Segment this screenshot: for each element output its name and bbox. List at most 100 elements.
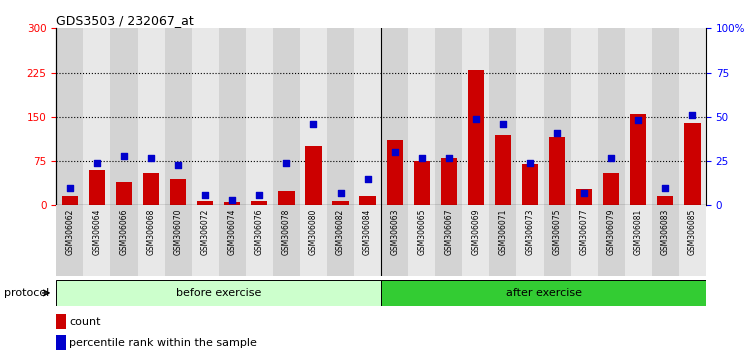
Point [253,192,265,198]
Text: GSM306076: GSM306076 [255,209,264,255]
Bar [164,205,192,276]
Bar [625,205,652,276]
Bar [625,28,652,205]
Bar [571,28,598,205]
Text: GSM306077: GSM306077 [580,209,589,255]
Text: protocol: protocol [4,288,49,298]
Bar [387,141,403,205]
Bar [463,205,490,276]
Text: GSM306075: GSM306075 [553,209,562,255]
Bar [684,123,701,205]
Point [118,153,130,159]
Bar [333,201,348,205]
Bar [56,314,66,329]
Bar [576,189,593,205]
Point [307,121,319,127]
Bar [409,205,436,276]
Point [172,162,184,167]
Bar [306,146,321,205]
Point [551,130,563,136]
Bar [657,196,674,205]
Bar [110,28,137,205]
Text: GSM306083: GSM306083 [661,209,670,255]
Bar [436,205,463,276]
Text: count: count [70,316,101,327]
Bar [224,202,240,205]
Bar [300,28,327,205]
Point [361,176,373,182]
Bar [327,205,354,276]
Bar [630,114,647,205]
Bar [137,28,164,205]
Bar [354,205,382,276]
Text: GSM306078: GSM306078 [282,209,291,255]
Text: GDS3503 / 232067_at: GDS3503 / 232067_at [56,14,194,27]
Bar [192,28,219,205]
Bar [490,28,517,205]
Bar [354,28,381,205]
Bar [490,205,517,276]
Bar [83,205,110,276]
Bar [468,70,484,205]
Bar [381,28,409,205]
Bar [652,205,679,276]
Point [416,155,428,160]
Point [659,185,671,190]
Text: GSM306080: GSM306080 [309,209,318,255]
Point [226,197,238,203]
Bar [360,196,376,205]
Point [64,185,76,190]
Bar [246,205,273,276]
Bar [56,205,83,276]
Text: GSM306074: GSM306074 [228,209,237,255]
FancyBboxPatch shape [56,280,381,306]
Bar [409,28,436,205]
Text: percentile rank within the sample: percentile rank within the sample [70,338,258,348]
Bar [137,205,164,276]
Bar [110,205,137,276]
Bar [463,28,490,205]
Point [280,160,292,166]
FancyBboxPatch shape [381,280,706,306]
Point [470,116,482,121]
Point [334,190,346,196]
Bar [56,335,66,350]
Bar [273,28,300,205]
Bar [549,137,566,205]
Point [686,112,698,118]
Point [524,160,536,166]
Text: GSM306073: GSM306073 [526,209,535,255]
Bar [62,196,78,205]
Bar [192,205,219,276]
Bar [522,164,538,205]
Bar [251,201,267,205]
Bar [517,205,544,276]
Bar [441,158,457,205]
Bar [83,28,110,205]
Bar [495,135,511,205]
Bar [116,182,132,205]
Bar [273,205,300,276]
Text: GSM306079: GSM306079 [607,209,616,255]
Text: GSM306084: GSM306084 [363,209,372,255]
Text: GSM306065: GSM306065 [418,209,427,255]
Text: before exercise: before exercise [176,288,261,298]
Bar [143,173,159,205]
Point [605,155,617,160]
Bar [414,161,430,205]
Bar [544,205,571,276]
Text: GSM306066: GSM306066 [119,209,128,255]
Bar [598,205,625,276]
Point [632,118,644,123]
Bar [598,28,625,205]
Bar [170,179,186,205]
Bar [197,201,213,205]
Point [443,155,455,160]
Bar [436,28,463,205]
Bar [517,28,544,205]
Point [578,190,590,196]
Point [91,160,103,166]
Text: GSM306072: GSM306072 [201,209,210,255]
Point [389,149,401,155]
Bar [327,28,354,205]
